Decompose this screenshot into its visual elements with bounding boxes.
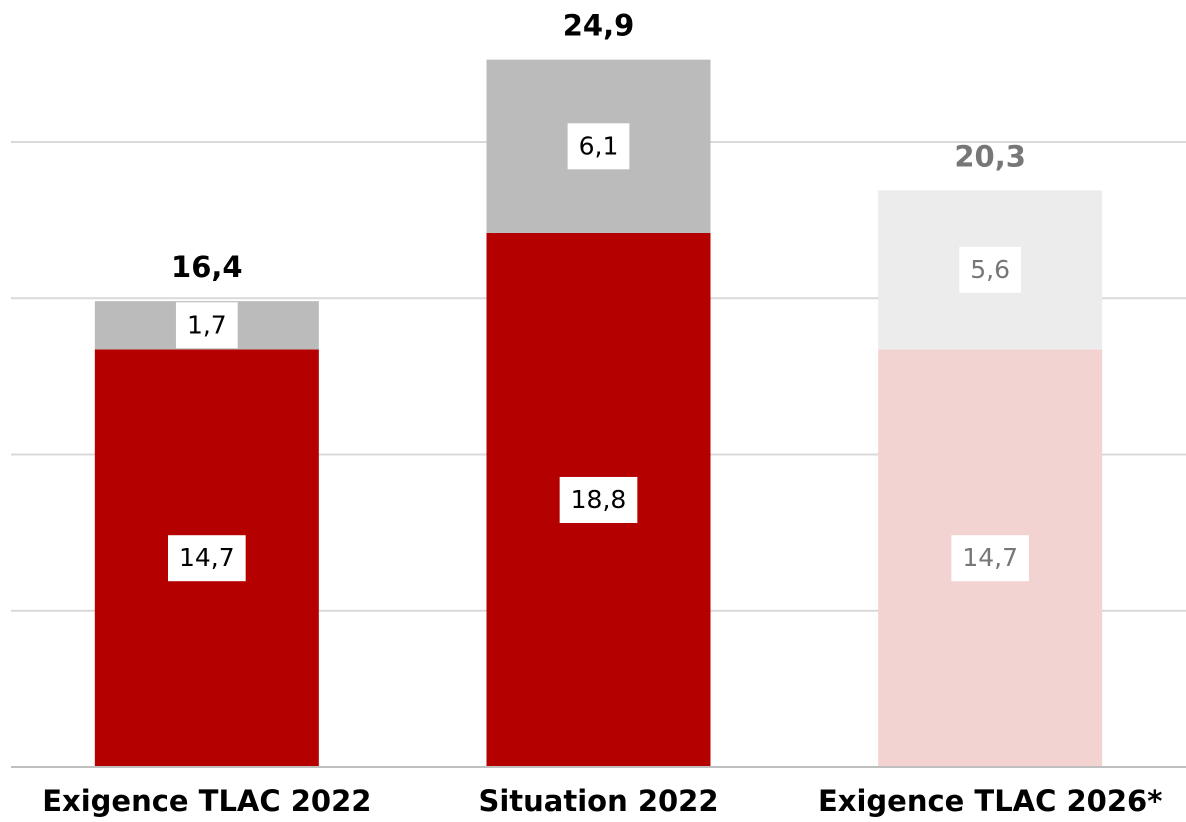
data-label: 14,7 xyxy=(962,543,1018,572)
data-label: 14,7 xyxy=(179,543,235,572)
data-label-box xyxy=(175,302,238,349)
total-label: 20,3 xyxy=(954,139,1026,173)
total-label: 24,9 xyxy=(563,9,635,43)
data-label-box xyxy=(167,535,246,582)
data-label: 5,6 xyxy=(970,255,1010,284)
data-label-box xyxy=(959,246,1022,293)
data-label: 6,1 xyxy=(579,131,619,160)
x-tick-label: Situation 2022 xyxy=(478,784,718,818)
x-tick-label: Exigence TLAC 2026* xyxy=(818,784,1162,818)
total-label: 16,4 xyxy=(171,250,243,284)
data-label: 1,7 xyxy=(187,310,227,339)
data-label-box xyxy=(951,535,1030,582)
data-label-box xyxy=(567,123,630,170)
data-label: 18,8 xyxy=(571,485,627,514)
x-tick-label: Exigence TLAC 2022 xyxy=(42,784,371,818)
data-label-box xyxy=(559,476,638,523)
